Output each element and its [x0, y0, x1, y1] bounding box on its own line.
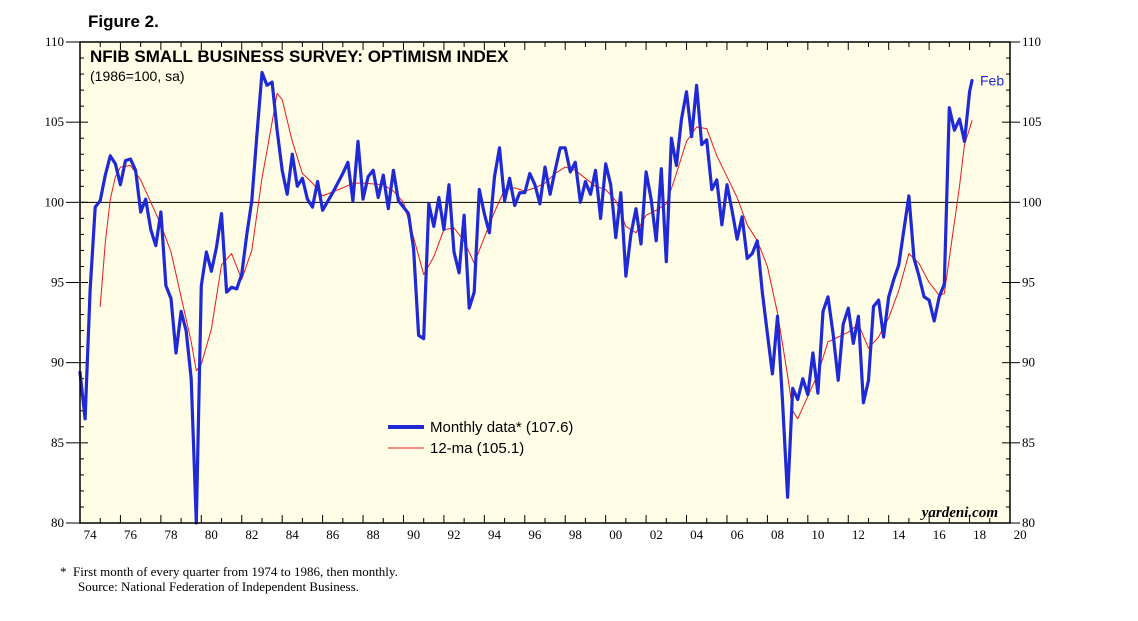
x-tick-label: 16 — [933, 527, 947, 542]
y-tick-label-right: 90 — [1022, 355, 1035, 370]
x-tick-label: 14 — [892, 527, 906, 542]
y-tick-label-left: 105 — [45, 114, 65, 129]
y-tick-label-right: 95 — [1022, 275, 1035, 290]
legend-label-monthly: Monthly data* (107.6) — [430, 419, 573, 436]
end-label: Feb — [980, 72, 1004, 88]
x-tick-label: 98 — [569, 527, 582, 542]
y-tick-label-left: 95 — [51, 275, 64, 290]
x-tick-label: 94 — [488, 527, 502, 542]
y-tick-label-right: 85 — [1022, 435, 1035, 450]
x-tick-label: 12 — [852, 527, 865, 542]
x-tick-label: 96 — [528, 527, 542, 542]
y-tick-label-right: 105 — [1022, 114, 1042, 129]
plot-area — [80, 42, 1010, 523]
figure-label: Figure 2. — [88, 12, 159, 31]
x-tick-label: 10 — [811, 527, 824, 542]
y-tick-label-left: 110 — [45, 34, 64, 49]
y-tick-label-left: 80 — [51, 515, 64, 530]
y-tick-label-right: 100 — [1022, 194, 1042, 209]
x-tick-label: 20 — [1014, 527, 1027, 542]
footnote-note: * First month of every quarter from 1974… — [60, 564, 398, 579]
brand-watermark: yardeni.com — [920, 505, 998, 521]
x-tick-label: 06 — [731, 527, 745, 542]
legend-label-moving-average: 12-ma (105.1) — [430, 440, 524, 457]
x-tick-label: 80 — [205, 527, 218, 542]
chart-subtitle: (1986=100, sa) — [90, 68, 185, 84]
x-tick-label: 18 — [973, 527, 986, 542]
x-tick-label: 88 — [367, 527, 380, 542]
axis-ticks: 80 80 85 85 90 90 95 95 100 100 105 105 110 110 74 76 78… — [45, 34, 1042, 542]
x-tick-label: 08 — [771, 527, 784, 542]
chart: 80 80 85 85 90 90 95 95 100 100 105 105 110 110 74 76 78… — [45, 34, 1042, 542]
legend: Monthly data* (107.6) 12-ma (105.1) — [388, 419, 573, 457]
x-tick-label: 76 — [124, 527, 138, 542]
x-tick-label: 04 — [690, 527, 704, 542]
x-tick-label: 90 — [407, 527, 420, 542]
plot-border — [79, 41, 1011, 524]
y-tick-label-left: 100 — [45, 194, 65, 209]
x-tick-label: 86 — [326, 527, 340, 542]
x-tick-label: 74 — [84, 527, 98, 542]
x-tick-label: 02 — [650, 527, 663, 542]
y-tick-label-right: 80 — [1022, 515, 1035, 530]
x-tick-label: 00 — [609, 527, 622, 542]
x-tick-label: 82 — [245, 527, 258, 542]
x-tick-label: 92 — [448, 527, 461, 542]
footnote: * First month of every quarter from 1974… — [60, 564, 398, 594]
y-tick-label-left: 85 — [51, 435, 64, 450]
series-lines — [78, 70, 974, 525]
series-line-monthly — [78, 70, 974, 525]
x-tick-label: 84 — [286, 527, 300, 542]
footnote-source: Source: National Federation of Independe… — [78, 579, 359, 594]
y-tick-label-right: 110 — [1022, 34, 1041, 49]
y-tick-label-left: 90 — [51, 355, 64, 370]
x-tick-label: 78 — [164, 527, 177, 542]
chart-title: NFIB SMALL BUSINESS SURVEY: OPTIMISM IND… — [90, 47, 509, 66]
